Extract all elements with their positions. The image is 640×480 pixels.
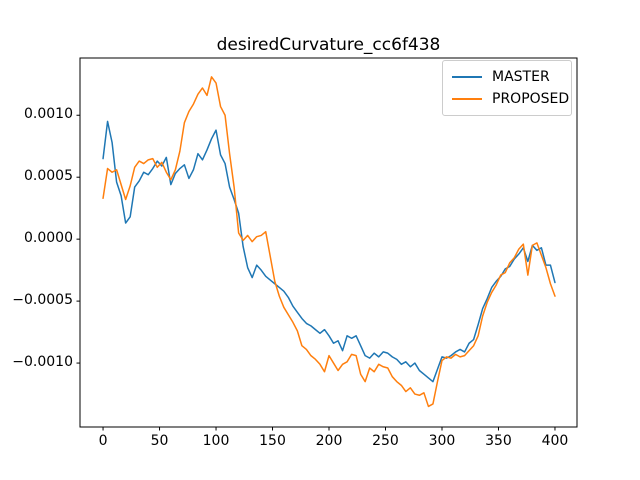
- x-axis-tick-label: 350: [485, 433, 512, 449]
- x-axis-tick-label: 100: [202, 433, 230, 449]
- legend-line-master: [452, 76, 482, 78]
- legend-label-proposed: PROPOSED: [492, 91, 570, 107]
- y-axis-tick-label: 0.0005: [24, 168, 73, 185]
- y-axis-tick-label: 0.0010: [24, 106, 73, 123]
- x-axis-tick-label: 0: [98, 433, 108, 449]
- axes-frame: [79, 57, 578, 428]
- y-axis-tick-label: 0.0000: [24, 230, 73, 247]
- x-axis-tick-label: 300: [428, 433, 456, 449]
- legend-item-master: MASTER: [452, 66, 562, 88]
- legend-line-proposed: [452, 98, 482, 100]
- plot-title: desiredCurvature_cc6f438: [216, 35, 441, 55]
- series-line-master: [102, 120, 556, 383]
- x-axis-tick-label: 250: [372, 433, 399, 449]
- y-axis-tick-label: −0.0005: [12, 292, 73, 309]
- x-axis-tick-label: 200: [315, 433, 343, 449]
- series-line-proposed: [102, 76, 556, 408]
- y-axis-tick-label: −0.0010: [12, 354, 73, 371]
- x-axis-tick-label: 50: [150, 433, 169, 449]
- x-axis-tick-label: 400: [541, 433, 569, 449]
- legend: MASTER PROPOSED: [442, 60, 572, 116]
- x-axis-tick-label: 150: [259, 433, 286, 449]
- legend-label-master: MASTER: [492, 69, 550, 85]
- legend-item-proposed: PROPOSED: [452, 88, 569, 110]
